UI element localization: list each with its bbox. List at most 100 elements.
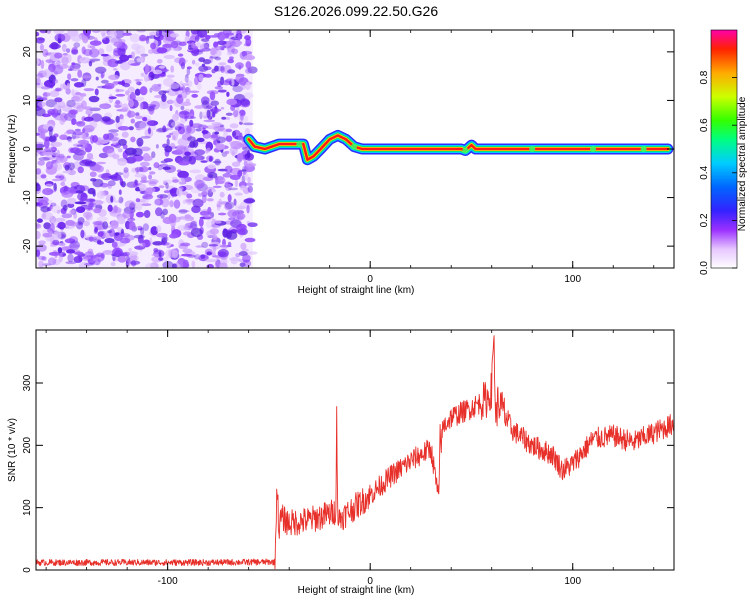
noise-blob: [128, 126, 134, 131]
noise-blob: [135, 127, 142, 131]
noise-blob: [108, 175, 118, 179]
noise-blob: [43, 222, 51, 230]
noise-blob: [53, 71, 58, 76]
snr-x-tick-label: 0: [367, 576, 373, 587]
snr-y-tick-label: 200: [22, 437, 33, 454]
noise-blob: [129, 209, 134, 219]
noise-blob: [48, 251, 61, 256]
noise-blob: [195, 180, 206, 189]
noise-blob: [201, 241, 209, 249]
noise-blob: [120, 197, 124, 202]
noise-blob: [132, 154, 144, 162]
noise-blob: [36, 81, 44, 89]
noise-blob: [122, 211, 131, 219]
noise-blob: [140, 227, 145, 236]
noise-blob: [231, 150, 235, 157]
noise-blob: [48, 43, 61, 50]
noise-blob: [74, 128, 81, 132]
noise-blob: [58, 253, 64, 263]
noise-blob: [184, 214, 192, 219]
noise-blob: [178, 209, 190, 213]
noise-blob: [221, 244, 228, 250]
noise-blob: [89, 40, 102, 46]
noise-blob: [119, 237, 131, 244]
noise-blob: [153, 247, 159, 253]
noise-blob: [80, 142, 88, 149]
noise-blob: [119, 62, 131, 71]
noise-blob: [64, 238, 76, 244]
noise-blob: [241, 50, 253, 55]
noise-blob: [115, 93, 126, 97]
noise-blob: [158, 250, 162, 258]
noise-blob: [66, 48, 71, 53]
noise-blob: [218, 198, 223, 208]
noise-blob: [73, 255, 83, 263]
noise-blob: [231, 78, 235, 86]
noise-blob: [244, 67, 252, 74]
noise-blob: [146, 105, 155, 112]
noise-blob: [225, 231, 238, 240]
noise-blob: [239, 262, 246, 268]
noise-blob: [59, 116, 66, 126]
noise-blob: [53, 103, 62, 111]
noise-blob: [216, 40, 227, 46]
chart-title: S126.2026.099.22.50.G26: [274, 3, 438, 19]
noise-blob: [38, 260, 44, 268]
noise-blob: [150, 42, 157, 50]
noise-blob: [36, 183, 41, 192]
noise-blob: [237, 169, 243, 177]
noise-blob: [237, 152, 244, 162]
noise-blob: [67, 68, 73, 72]
noise-blob: [229, 40, 236, 47]
noise-blob: [191, 59, 196, 65]
noise-blob: [42, 156, 55, 161]
noise-blob: [121, 106, 129, 113]
noise-blob: [238, 251, 248, 257]
noise-blob: [240, 113, 244, 121]
noise-blob: [205, 258, 218, 263]
noise-blob: [55, 87, 62, 92]
noise-blob: [133, 234, 145, 239]
noise-blob: [36, 37, 45, 44]
noise-blob: [210, 211, 215, 218]
noise-blob: [49, 90, 60, 97]
noise-blob: [96, 161, 107, 165]
noise-blob: [242, 254, 251, 263]
noise-blob: [135, 78, 140, 85]
noise-blob: [117, 255, 127, 263]
noise-blob: [96, 190, 106, 199]
noise-blob: [198, 73, 204, 82]
noise-blob: [242, 259, 252, 268]
noise-blob: [203, 42, 210, 49]
noise-blob: [89, 171, 97, 178]
noise-blob: [180, 62, 186, 70]
noise-blob: [239, 121, 243, 125]
noise-blob: [37, 101, 46, 107]
noise-blob: [172, 135, 176, 141]
noise-blob: [235, 40, 243, 46]
noise-blob: [66, 249, 76, 254]
noise-blob: [184, 86, 190, 93]
noise-blob: [240, 242, 247, 250]
noise-blob: [47, 110, 52, 117]
noise-blob: [151, 151, 156, 159]
noise-blob: [36, 141, 44, 145]
noise-blob: [50, 141, 63, 147]
noise-blob: [108, 74, 120, 81]
noise-blob: [134, 173, 146, 178]
noise-blob: [244, 128, 251, 136]
noise-blob: [146, 120, 159, 126]
noise-blob: [118, 189, 122, 196]
noise-blob: [118, 138, 127, 146]
noise-blob: [155, 232, 168, 238]
noise-blob: [135, 211, 145, 218]
noise-blob: [62, 204, 68, 211]
noise-blob: [158, 65, 166, 69]
noise-blob: [110, 220, 119, 230]
noise-blob: [134, 201, 143, 211]
noise-blob: [72, 92, 84, 102]
noise-blob: [172, 179, 180, 183]
noise-blob: [60, 64, 69, 69]
